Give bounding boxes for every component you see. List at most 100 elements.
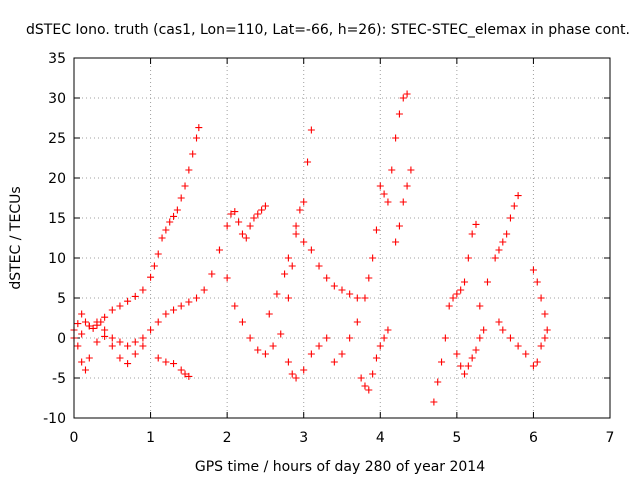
data-point xyxy=(296,206,304,214)
data-point xyxy=(480,326,488,334)
data-point xyxy=(384,198,392,206)
data-point xyxy=(124,360,132,368)
series-arc-8 xyxy=(330,90,411,366)
data-point xyxy=(537,294,545,302)
data-point xyxy=(365,386,373,394)
data-point xyxy=(170,360,178,368)
data-point xyxy=(81,318,89,326)
data-point xyxy=(522,350,530,358)
data-point xyxy=(238,230,246,238)
data-point xyxy=(78,310,86,318)
data-point xyxy=(457,362,465,370)
x-tick-label: 1 xyxy=(146,430,155,446)
data-point xyxy=(506,334,514,342)
data-point xyxy=(292,222,300,230)
data-point xyxy=(177,366,185,374)
data-point xyxy=(361,294,369,302)
data-point xyxy=(434,378,442,386)
data-point xyxy=(281,270,289,278)
data-point xyxy=(139,286,147,294)
series-arc-14 xyxy=(495,318,549,370)
axis-ticks: 0 1 2 3 4 5 6 7 -10 -5 0 5 10 15 20 25 30 35 xyxy=(43,51,614,446)
data-point xyxy=(395,110,403,118)
data-point xyxy=(346,334,354,342)
data-point xyxy=(227,210,235,218)
data-point xyxy=(108,306,116,314)
data-point xyxy=(307,350,315,358)
y-tick-label: 25 xyxy=(48,131,66,147)
data-point xyxy=(116,302,124,310)
data-point xyxy=(514,342,522,350)
series-arc-12 xyxy=(453,326,488,378)
data-point xyxy=(223,274,231,282)
data-point xyxy=(510,202,518,210)
data-point xyxy=(495,318,503,326)
data-point xyxy=(353,294,361,302)
data-point xyxy=(93,318,101,326)
x-tick-label: 7 xyxy=(606,430,615,446)
data-point xyxy=(506,214,514,222)
x-tick-label: 5 xyxy=(452,430,461,446)
data-point xyxy=(250,214,258,222)
data-point xyxy=(223,222,231,230)
data-point xyxy=(541,334,549,342)
data-point xyxy=(323,334,331,342)
data-point xyxy=(392,238,400,246)
data-point xyxy=(388,166,396,174)
data-point xyxy=(495,246,503,254)
data-point xyxy=(147,273,155,281)
data-point xyxy=(74,320,82,328)
data-point xyxy=(407,166,415,174)
data-point xyxy=(265,310,273,318)
data-point xyxy=(300,198,308,206)
data-point xyxy=(514,192,522,200)
data-point xyxy=(108,334,116,342)
data-point xyxy=(181,370,189,378)
data-point xyxy=(131,338,139,346)
data-point xyxy=(170,212,178,220)
series-arc-2 xyxy=(74,332,147,374)
data-point xyxy=(200,286,208,294)
data-point xyxy=(315,262,323,270)
data-point xyxy=(380,190,388,198)
y-tick-label: 5 xyxy=(57,291,66,307)
data-point xyxy=(193,294,201,302)
series-arc-15 xyxy=(529,266,551,334)
data-point xyxy=(457,286,465,294)
data-point xyxy=(131,350,139,358)
data-point xyxy=(254,210,262,218)
data-point xyxy=(461,370,469,378)
data-point xyxy=(384,326,392,334)
data-point xyxy=(468,230,476,238)
data-point xyxy=(376,182,384,190)
data-point xyxy=(330,358,338,366)
data-point xyxy=(449,294,457,302)
series-arc-4 xyxy=(154,354,193,380)
data-point xyxy=(273,290,281,298)
data-point xyxy=(491,254,499,262)
data-point xyxy=(365,274,373,282)
y-axis-label: dSTEC / TECUs xyxy=(8,186,24,289)
data-point xyxy=(338,286,346,294)
data-point xyxy=(533,278,541,286)
data-point xyxy=(162,226,170,234)
data-point xyxy=(154,354,162,362)
data-point xyxy=(101,326,109,334)
data-point xyxy=(284,254,292,262)
data-point xyxy=(177,302,185,310)
data-point xyxy=(445,302,453,310)
data-point xyxy=(468,354,476,362)
data-point xyxy=(372,226,380,234)
data-point xyxy=(499,238,507,246)
data-point xyxy=(499,326,507,334)
data-point xyxy=(361,382,369,390)
y-tick-label: 0 xyxy=(57,331,66,347)
x-axis-label: GPS time / hours of day 280 of year 2014 xyxy=(195,459,485,475)
data-point xyxy=(315,342,323,350)
data-point xyxy=(231,302,239,310)
data-point xyxy=(430,398,438,406)
data-point xyxy=(208,270,216,278)
x-tick-label: 2 xyxy=(223,430,232,446)
series-arc-1 xyxy=(70,124,203,334)
data-point xyxy=(162,358,170,366)
